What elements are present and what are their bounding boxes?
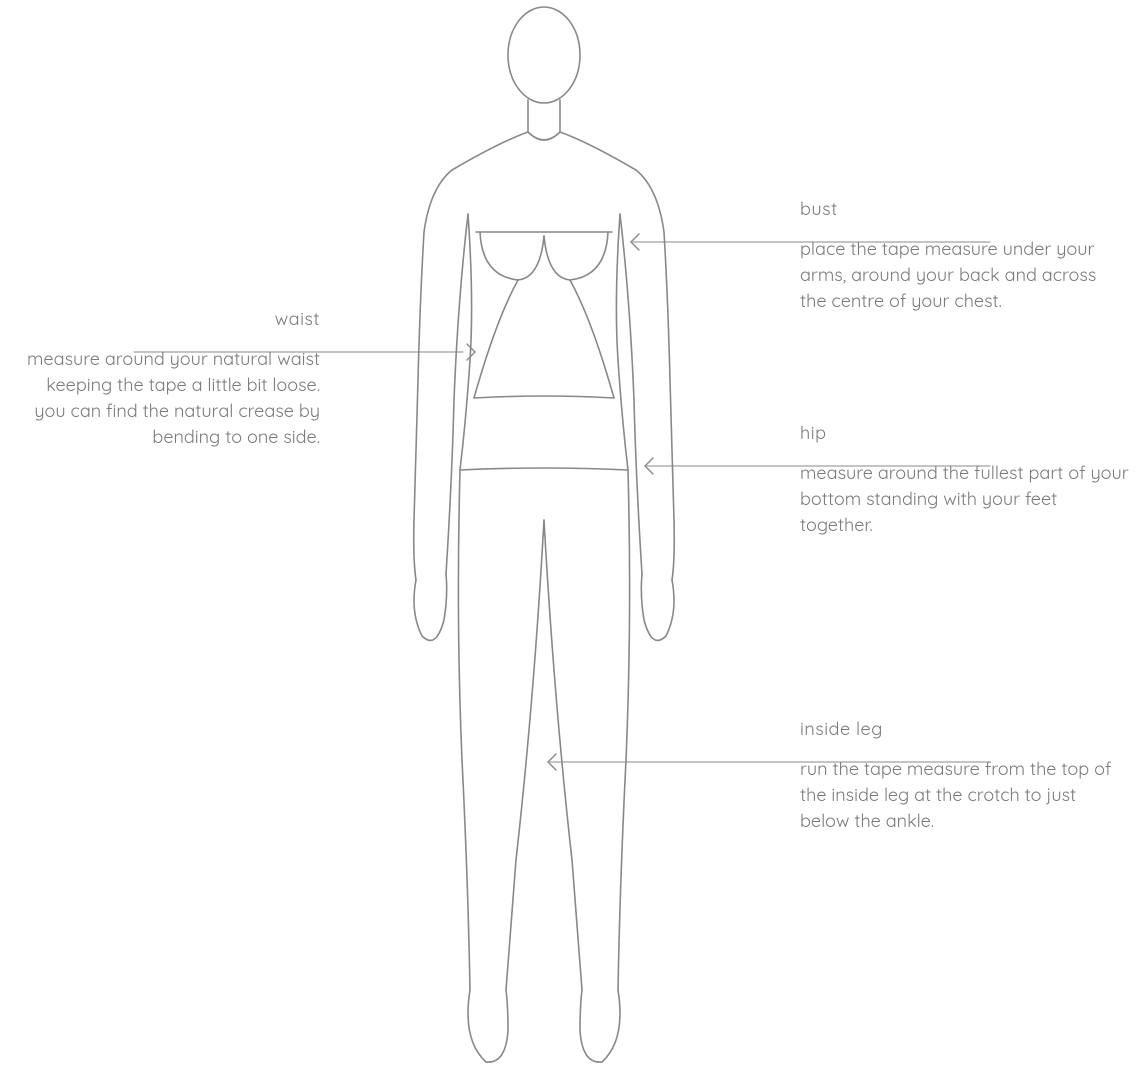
leader-arrows xyxy=(467,234,653,770)
callout-hip-title: hip xyxy=(800,420,1130,446)
outer-leg-right xyxy=(618,470,630,990)
callout-waist: waist measure around your natural waist … xyxy=(20,306,320,450)
inner-leg-right xyxy=(544,520,582,990)
left-arm-outer xyxy=(414,170,452,580)
shoulder-line xyxy=(452,132,636,170)
callout-bust-title: bust xyxy=(800,196,1120,222)
callout-hip: hip measure around the fullest part of y… xyxy=(800,420,1130,538)
left-foot xyxy=(468,990,508,1062)
body-outline-svg xyxy=(0,0,1139,1081)
callout-inside-leg: inside leg run the tape measure from the… xyxy=(800,716,1130,834)
underbust-seam-left xyxy=(474,280,518,398)
right-hand xyxy=(641,574,674,640)
callout-bust: bust place the tape measure under your a… xyxy=(800,196,1120,314)
callout-inside-leg-desc: run the tape measure from the top of the… xyxy=(800,756,1130,834)
torso-left-edge xyxy=(460,214,472,470)
right-arm-inner xyxy=(620,214,642,574)
outer-leg-left xyxy=(458,470,470,990)
torso-right-edge xyxy=(616,214,628,470)
right-arm-outer xyxy=(636,170,674,580)
right-foot xyxy=(580,990,620,1062)
inner-leg-left xyxy=(506,520,544,990)
callout-waist-title: waist xyxy=(20,306,320,332)
collar-notch xyxy=(528,132,560,140)
waist-seam xyxy=(474,396,614,398)
left-hand xyxy=(414,574,447,640)
callout-hip-desc: measure around the fullest part of your … xyxy=(800,460,1130,538)
hip-seam xyxy=(460,468,628,470)
underbust-seam-right xyxy=(570,280,614,398)
left-arm-inner xyxy=(446,214,468,574)
bust-cup-right xyxy=(544,232,608,280)
measurement-diagram: bust place the tape measure under your a… xyxy=(0,0,1139,1081)
callout-bust-desc: place the tape measure under your arms, … xyxy=(800,236,1120,314)
callout-waist-desc: measure around your natural waist keepin… xyxy=(20,346,320,450)
head-outline xyxy=(508,7,580,103)
bust-cup-left xyxy=(480,232,544,280)
callout-inside-leg-title: inside leg xyxy=(800,716,1130,742)
